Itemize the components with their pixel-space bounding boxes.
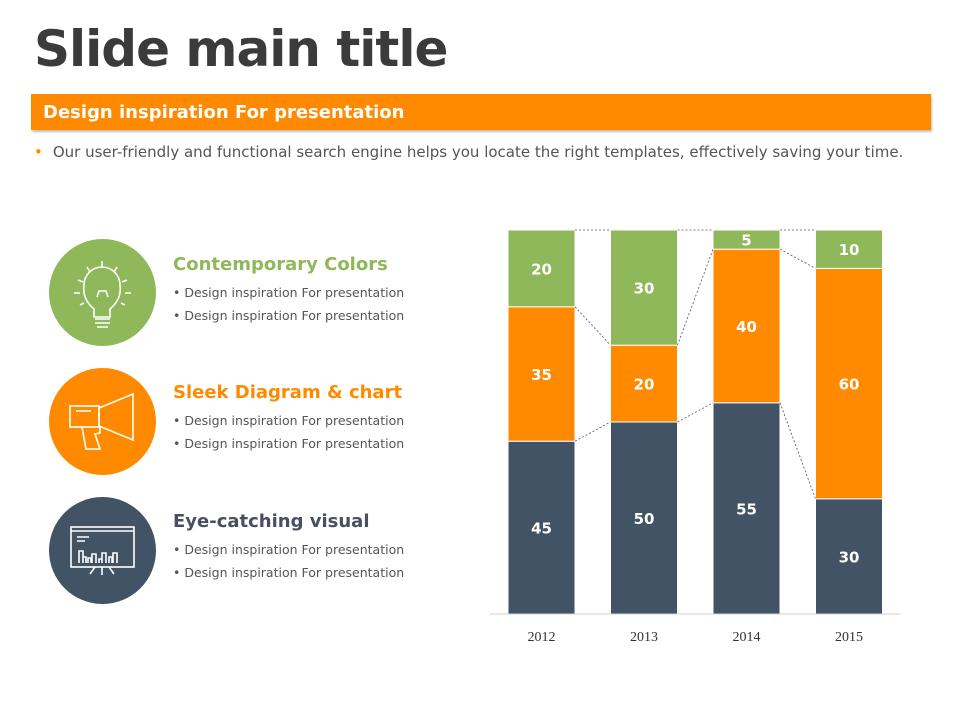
- data-label: 30: [634, 280, 655, 298]
- feature-title: Sleek Diagram & chart: [173, 382, 403, 403]
- feature-bullet: • Design inspiration For presentation: [173, 413, 405, 428]
- data-label: 40: [736, 318, 757, 336]
- series-line: [574, 421, 611, 442]
- data-label: 35: [531, 366, 552, 384]
- subtitle-banner: Design inspiration For presentation: [31, 94, 931, 130]
- series-line: [779, 402, 816, 499]
- bar-segment: [712, 402, 781, 615]
- data-label: 45: [531, 520, 552, 538]
- feature-title: Contemporary Colors: [173, 254, 388, 275]
- data-label: 20: [634, 376, 655, 394]
- x-tick-label: 2015: [835, 630, 863, 645]
- feature-contemporary-colors: Contemporary Colors • Design inspiration…: [173, 254, 404, 327]
- intro-label: Our user-friendly and functional search …: [52, 143, 904, 161]
- bullet-icon: •: [34, 143, 43, 161]
- feature-eye-catching: Eye-catching visual • Design inspiration…: [173, 511, 404, 584]
- bar-segment: [507, 229, 576, 308]
- x-tick-label: 2014: [733, 630, 761, 645]
- data-label: 55: [736, 500, 757, 518]
- x-tick-label: 2012: [528, 630, 556, 645]
- series-line: [677, 402, 714, 423]
- bar-segment: [712, 248, 781, 404]
- bar-segment: [815, 267, 883, 500]
- series-line: [574, 306, 611, 346]
- bar-segment: [815, 498, 883, 615]
- series-line: [677, 249, 714, 346]
- data-label: 20: [531, 260, 552, 278]
- megaphone-icon: [49, 368, 156, 475]
- data-label: 30: [839, 548, 860, 566]
- lightbulb-icon: [49, 239, 156, 346]
- bar-segment: [610, 229, 678, 346]
- data-label: 50: [634, 510, 655, 528]
- data-label: 5: [741, 232, 751, 250]
- feature-bullet: • Design inspiration For presentation: [173, 285, 405, 300]
- series-line: [779, 248, 816, 269]
- bar-segment: [610, 421, 678, 615]
- data-label: 10: [839, 241, 860, 259]
- feature-bullet: • Design inspiration For presentation: [173, 542, 405, 557]
- bar-segment: [507, 306, 576, 442]
- feature-bullet: • Design inspiration For presentation: [173, 308, 405, 323]
- presentation-board-icon: [49, 497, 156, 604]
- bar-segment: [712, 229, 781, 250]
- bar-segment: [815, 229, 883, 269]
- feature-title: Eye-catching visual: [173, 511, 370, 532]
- banner-text: Design inspiration For presentation: [43, 102, 405, 123]
- x-tick-label: 2013: [630, 630, 658, 645]
- intro-text: • Our user-friendly and functional search…: [34, 143, 903, 161]
- feature-bullet: • Design inspiration For presentation: [173, 436, 405, 451]
- slide-title: Slide main title: [34, 20, 448, 78]
- bar-segment: [610, 344, 678, 423]
- data-label: 60: [839, 376, 860, 394]
- feature-sleek-diagram: Sleek Diagram & chart • Design inspirati…: [173, 382, 404, 455]
- feature-bullet: • Design inspiration For presentation: [173, 565, 405, 580]
